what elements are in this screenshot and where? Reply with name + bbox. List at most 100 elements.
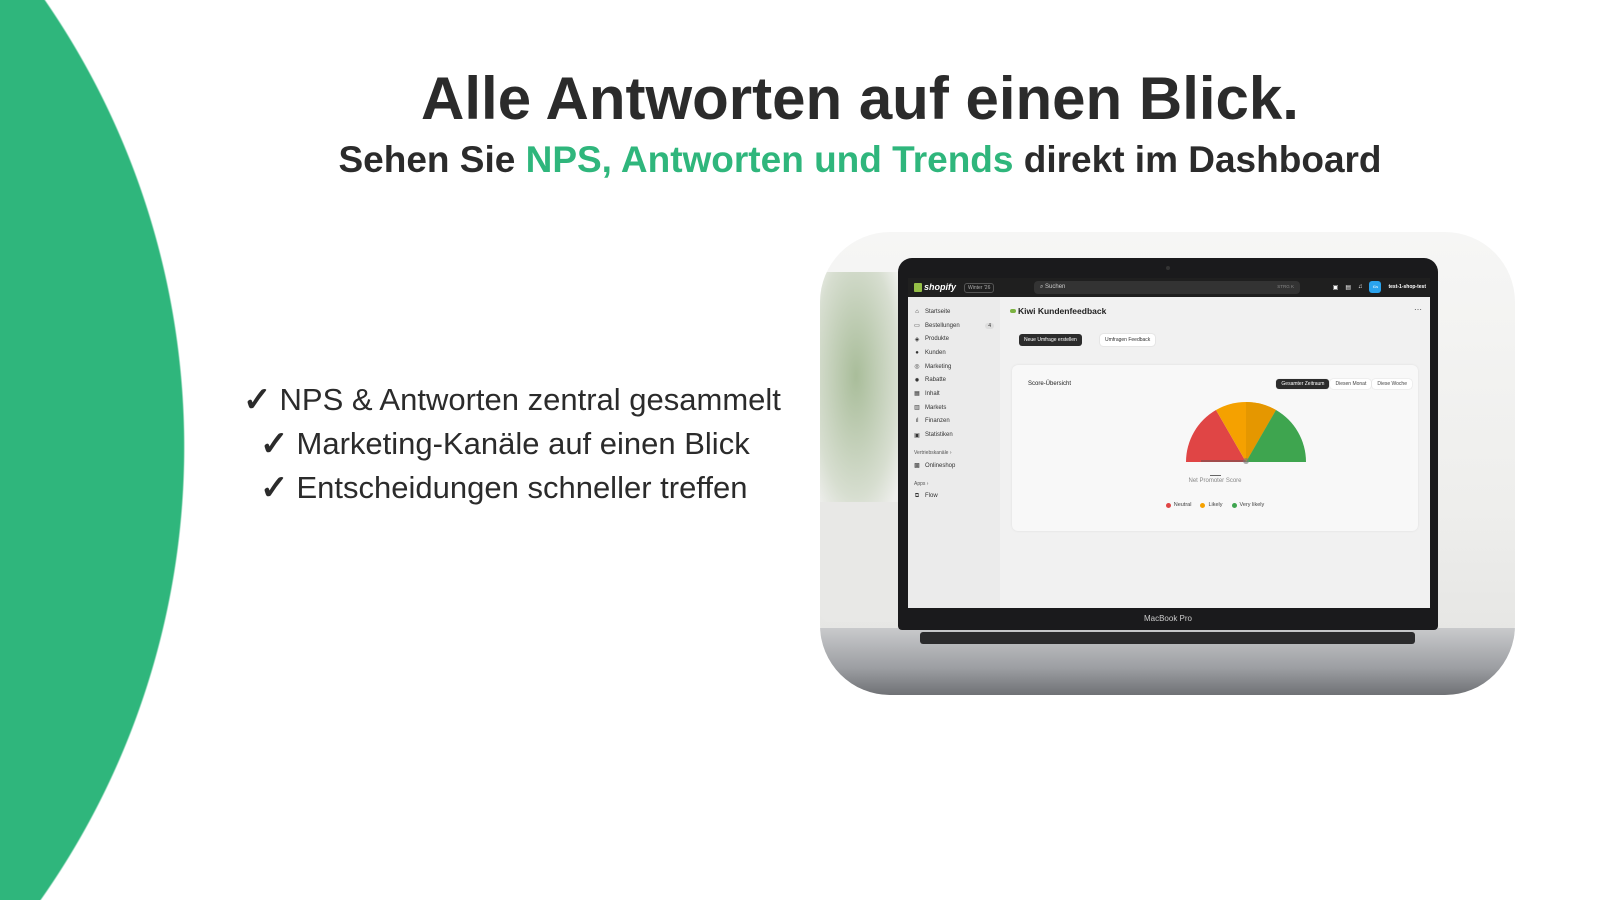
gauge-segment-neutral (1186, 410, 1246, 462)
laptop-mockup-photo: shopify Winter '26 ⌕ Suchen STRG K ▣ ▤ ♫ … (820, 232, 1515, 695)
sidebar-item-label: Statistiken (925, 432, 953, 439)
sidebar-item-label: Finanzen (925, 418, 950, 425)
inbox-icon: ▭ (914, 323, 920, 330)
new-survey-button[interactable]: Neue Umfrage erstellen (1019, 334, 1082, 346)
subtitle: Sehen Sie NPS, Antworten und Trends dire… (120, 139, 1600, 181)
sidebar-item-label: Rabatte (925, 377, 947, 384)
plant-image (820, 272, 910, 532)
range-this-month[interactable]: Diesen Monat (1330, 379, 1372, 389)
sidebar-item-label: Produkte (925, 336, 950, 343)
subtitle-text: direkt im Dashboard (1013, 139, 1382, 180)
bell-icon[interactable]: ♫ (1357, 284, 1363, 290)
page-title-text: Kiwi Kundenfeedback (1018, 306, 1107, 316)
version-badge: Winter '26 (964, 283, 995, 293)
flow-icon: ⧉ (914, 492, 920, 499)
nps-value-dash (1209, 474, 1221, 476)
chart-bar-icon: ıl (915, 418, 919, 425)
sidebar: ⌂ Startseite ▭ Bestellungen 4 ◈ Produkte ● Ku… (908, 297, 1000, 608)
legend-dot (1165, 502, 1171, 508)
tag-icon: ◈ (914, 336, 920, 343)
nps-gauge (1186, 401, 1306, 464)
headline: Alle Antworten auf einen Blick. (421, 65, 1299, 132)
sidebar-item-rabatte[interactable]: ✹ Rabatte (914, 373, 994, 387)
laptop-bezel: shopify Winter '26 ⌕ Suchen STRG K ▣ ▤ ♫ … (898, 258, 1438, 630)
sidebar-item-bestellungen[interactable]: ▭ Bestellungen 4 (914, 319, 994, 333)
search-placeholder: Suchen (1045, 284, 1066, 290)
store-icon: ▩ (914, 463, 920, 470)
sidebar-item-markets[interactable]: ▥ Markets (914, 401, 994, 415)
laptop-base (820, 628, 1515, 695)
sidebar-item-onlineshop[interactable]: ▩ Onlineshop (914, 459, 994, 473)
card-title: Score-Übersicht (1028, 381, 1072, 387)
gauge-segment-likely-shade (1246, 401, 1276, 462)
sidebar-item-label: Marketing (925, 363, 952, 370)
home-icon: ⌂ (915, 308, 919, 315)
keyboard (920, 632, 1415, 644)
kiwi-app-icon (1010, 309, 1016, 313)
sidebar-item-label: Onlineshop (925, 462, 956, 469)
analytics-icon: ▣ (914, 432, 920, 439)
range-this-week[interactable]: Diese Woche (1372, 379, 1412, 389)
feature-item: ✓ Marketing-Kanäle auf einen Blick (243, 422, 781, 466)
decorative-green-circle (0, 0, 190, 900)
gauge-legend: Neutral Likely Very likely (1012, 502, 1418, 508)
laptop-model-label: MacBook Pro (1143, 614, 1193, 623)
page-title: Kiwi Kundenfeedback (1010, 306, 1106, 316)
legend-neutral: Neutral (1165, 502, 1191, 508)
legend-label: Very likely (1239, 502, 1265, 508)
search-icon: ⌕ (1040, 284, 1044, 290)
camera-icon (1166, 266, 1170, 270)
globe-icon: ▥ (914, 405, 920, 412)
score-overview-card: Score-Übersicht Gesamter Zeitraum Diesen… (1012, 365, 1418, 531)
range-all-time[interactable]: Gesamter Zeitraum (1276, 379, 1330, 389)
shopify-logo[interactable]: shopify (914, 282, 956, 292)
gauge-segment-very-likely (1246, 410, 1306, 462)
legend-likely: Likely (1200, 502, 1223, 508)
laptop-screen: shopify Winter '26 ⌕ Suchen STRG K ▣ ▤ ♫ … (908, 278, 1430, 608)
range-selector: Gesamter Zeitraum Diesen Monat Diese Woc… (1276, 379, 1412, 389)
main-content: Kiwi Kundenfeedback ⋯ Neue Umfrage erste… (1000, 297, 1430, 608)
checkmark-icon: ✓ (260, 425, 289, 463)
sidebar-item-statistiken[interactable]: ▣ Statistiken (914, 428, 994, 442)
sidebar-item-startseite[interactable]: ⌂ Startseite (914, 305, 994, 319)
search-input[interactable]: ⌕ Suchen STRG K (1034, 281, 1300, 294)
sidebar-item-label: Markets (925, 404, 947, 411)
sidebar-item-produkte[interactable]: ◈ Produkte (914, 332, 994, 346)
sidebar-item-finanzen[interactable]: ıl Finanzen (914, 415, 994, 429)
admin-topbar: shopify Winter '26 ⌕ Suchen STRG K ▣ ▤ ♫ … (908, 278, 1430, 297)
person-icon: ● (915, 349, 919, 356)
apps-heading[interactable]: Apps › (914, 480, 929, 487)
sidebar-item-marketing[interactable]: ◎ Marketing (914, 360, 994, 374)
sidebar-item-inhalt[interactable]: ▦ Inhalt (914, 387, 994, 401)
checkmark-icon: ✓ (260, 469, 289, 507)
feature-item: ✓ Entscheidungen schneller treffen (243, 466, 781, 510)
sidekick-icon[interactable]: ▤ (1345, 284, 1351, 291)
survey-feedback-button[interactable]: Umfragen Feedback (1100, 334, 1156, 346)
feature-text: NPS & Antworten zentral gesammelt (279, 382, 781, 417)
checkmark-icon: ✓ (243, 381, 272, 419)
subtitle-text: Sehen Sie (338, 139, 526, 180)
sales-channels-heading[interactable]: Vertriebskanäle › (914, 449, 952, 456)
feature-list: ✓ NPS & Antworten zentral gesammelt ✓ Mark… (243, 378, 781, 510)
sidebar-item-flow[interactable]: ⧉ Flow (914, 490, 994, 504)
brand-text: shopify (924, 282, 957, 292)
nps-value (1012, 463, 1418, 476)
discount-icon: ✹ (914, 377, 920, 384)
store-name[interactable]: test-1-shop-test (1388, 284, 1426, 290)
legend-dot (1231, 502, 1237, 508)
feature-text: Marketing-Kanäle auf einen Blick (296, 426, 750, 461)
feature-item: ✓ NPS & Antworten zentral gesammelt (243, 378, 781, 422)
shortcut-hint: STRG K (1277, 284, 1294, 289)
sidebar-item-kunden[interactable]: ● Kunden (914, 346, 994, 360)
feature-text: Entscheidungen schneller treffen (296, 470, 748, 505)
legend-very-likely: Very likely (1231, 502, 1265, 508)
avatar[interactable]: t1s (1369, 281, 1382, 293)
more-actions-button[interactable]: ⋯ (1414, 305, 1422, 314)
count-badge: 4 (985, 322, 994, 329)
sidebar-item-label: Inhalt (925, 390, 940, 397)
content-icon: ▦ (914, 391, 920, 398)
legend-label: Likely (1208, 502, 1223, 508)
legend-dot (1200, 502, 1206, 508)
nps-label: Net Promoter Score (1188, 478, 1242, 484)
inbox-icon[interactable]: ▣ (1332, 284, 1339, 291)
